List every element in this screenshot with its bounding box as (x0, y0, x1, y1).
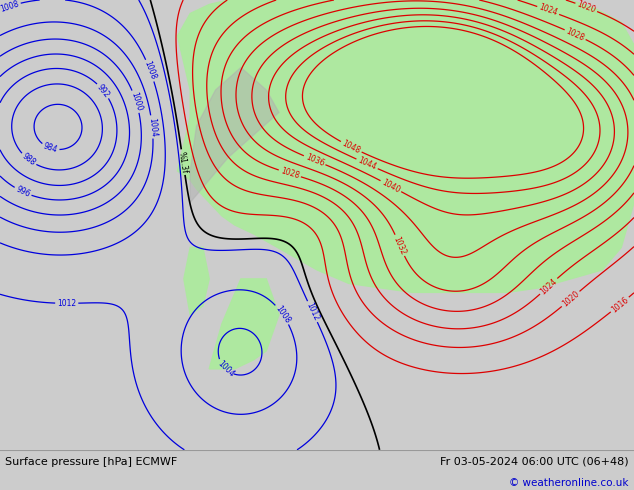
Text: Surface pressure [hPa] ECMWF: Surface pressure [hPa] ECMWF (5, 457, 178, 467)
Text: 984: 984 (42, 142, 59, 155)
Text: 1044: 1044 (356, 156, 378, 172)
Text: 1012: 1012 (57, 299, 76, 308)
Text: 1028: 1028 (280, 166, 301, 180)
Text: 1024: 1024 (538, 3, 559, 18)
Text: 1008: 1008 (0, 0, 20, 14)
Text: 1028: 1028 (565, 26, 586, 43)
Text: 1012: 1012 (304, 301, 321, 322)
Text: 1008: 1008 (273, 304, 292, 325)
Text: 1000: 1000 (129, 91, 143, 112)
Polygon shape (190, 68, 279, 202)
Polygon shape (184, 247, 209, 315)
Text: 1004: 1004 (216, 359, 236, 379)
Text: © weatheronline.co.uk: © weatheronline.co.uk (510, 478, 629, 488)
Text: 992: 992 (95, 82, 112, 99)
Text: 996: 996 (15, 185, 32, 199)
Text: 1016: 1016 (609, 295, 630, 314)
Text: 1048: 1048 (340, 139, 362, 155)
Text: 1032: 1032 (392, 235, 408, 256)
Text: 1020: 1020 (576, 0, 597, 15)
Polygon shape (178, 0, 634, 293)
Text: 1008: 1008 (143, 60, 158, 81)
Text: 1004: 1004 (147, 117, 158, 137)
Text: 988: 988 (20, 151, 37, 168)
Text: %1.3f: %1.3f (177, 151, 189, 173)
Polygon shape (209, 279, 279, 369)
Text: 1036: 1036 (304, 152, 325, 168)
Text: 1024: 1024 (538, 276, 559, 296)
Text: Fr 03-05-2024 06:00 UTC (06+48): Fr 03-05-2024 06:00 UTC (06+48) (440, 457, 629, 467)
Text: 1040: 1040 (380, 177, 401, 195)
Text: 1020: 1020 (560, 289, 581, 309)
